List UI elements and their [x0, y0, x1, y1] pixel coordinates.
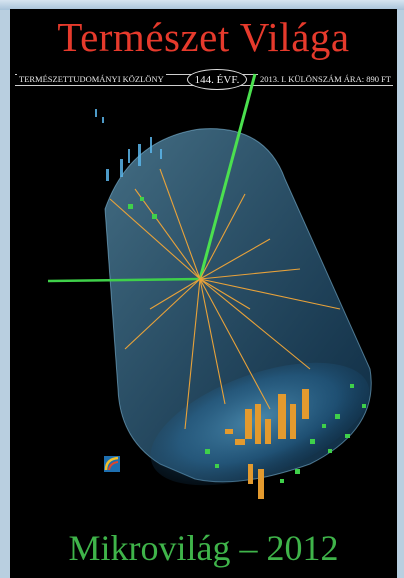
particle-collision-image: [10, 9, 397, 578]
experiment-logo: [104, 456, 120, 472]
cover-headline: Mikrovilág – 2012: [10, 527, 397, 569]
magazine-cover: Természet Világa TERMÉSZETTUDOMÁNYI KÖZL…: [10, 9, 397, 578]
